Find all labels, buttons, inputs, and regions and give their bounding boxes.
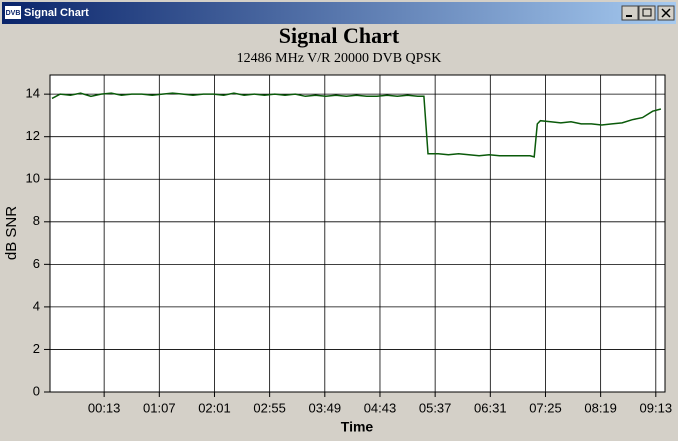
x-tick-label: 04:43 <box>364 400 397 415</box>
x-tick-label: 03:49 <box>309 400 342 415</box>
y-tick-label: 4 <box>33 298 40 313</box>
plot-border <box>49 74 666 393</box>
x-tick-label: 08:19 <box>584 400 617 415</box>
title-bar <box>2 2 676 24</box>
maximize-button[interactable] <box>638 5 656 21</box>
y-tick-label: 12 <box>26 128 40 143</box>
x-tick-label: 09:13 <box>640 400 673 415</box>
grid <box>44 75 665 397</box>
x-tick-label: 07:25 <box>529 400 562 415</box>
maximize-glyph <box>642 8 652 17</box>
y-tick-label: 10 <box>26 171 40 186</box>
y-tick-label: 6 <box>33 256 40 271</box>
x-tick-label: 00:13 <box>88 400 121 415</box>
x-tick-label: 02:55 <box>253 400 286 415</box>
chart-title: Signal Chart <box>279 23 400 48</box>
window-buttons <box>621 5 675 21</box>
window-icon <box>5 6 21 19</box>
y-axis-label: dB SNR <box>3 206 20 260</box>
x-tick-label: 05:37 <box>419 400 452 415</box>
x-tick-label: 06:31 <box>474 400 507 415</box>
plot <box>51 92 662 158</box>
y-tick-label: 0 <box>33 383 40 398</box>
close-glyph <box>661 8 671 18</box>
x-tick-label: 01:07 <box>143 400 176 415</box>
window-title: Signal Chart <box>24 7 89 19</box>
y-tick-label: 2 <box>33 341 40 356</box>
plot-area <box>50 75 665 392</box>
x-tick-label: 02:01 <box>198 400 231 415</box>
chart-subtitle: 12486 MHz V/R 20000 DVB QPSK <box>237 51 442 66</box>
x-axis-label: Time <box>341 419 374 435</box>
window-icon-label: DVB <box>6 10 21 17</box>
data-line <box>51 92 662 158</box>
y-tick-label: 14 <box>26 86 40 101</box>
minimize-button[interactable] <box>621 5 639 21</box>
y-tick-label: 8 <box>33 213 40 228</box>
